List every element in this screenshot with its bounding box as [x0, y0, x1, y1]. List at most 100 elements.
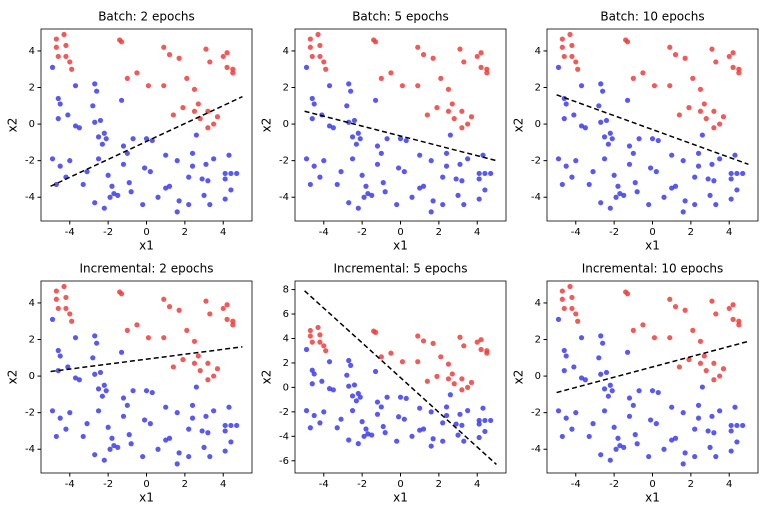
- point: [707, 192, 713, 198]
- point: [92, 81, 98, 87]
- y-tick-label: 2: [283, 83, 289, 94]
- point: [440, 420, 446, 426]
- point: [459, 108, 465, 114]
- x-tick-label: 0: [649, 227, 655, 238]
- point: [600, 340, 606, 346]
- point: [57, 415, 63, 421]
- point: [63, 53, 69, 60]
- point: [476, 196, 482, 202]
- point: [613, 446, 619, 452]
- point: [315, 31, 321, 38]
- point: [65, 112, 71, 118]
- point: [476, 170, 482, 177]
- point: [107, 194, 113, 200]
- point: [672, 183, 679, 189]
- point: [399, 83, 406, 89]
- point: [397, 136, 404, 142]
- plot-area: [49, 31, 243, 215]
- point: [484, 66, 490, 72]
- title: Batch: 2 epochs: [98, 10, 195, 24]
- point: [176, 55, 182, 61]
- point: [53, 288, 59, 294]
- point: [363, 426, 369, 432]
- point: [697, 86, 704, 92]
- point: [63, 294, 69, 301]
- point: [555, 316, 562, 322]
- point: [63, 426, 69, 432]
- point: [476, 417, 482, 424]
- point: [636, 136, 642, 142]
- point: [380, 423, 386, 430]
- point: [184, 75, 190, 81]
- point: [573, 410, 579, 416]
- y-tick-label: 0: [29, 119, 35, 130]
- point: [459, 376, 465, 382]
- y-tick-label: -2: [25, 156, 35, 167]
- y-tick-label: 2: [535, 335, 541, 346]
- point: [317, 42, 323, 49]
- point: [55, 116, 61, 122]
- point: [680, 209, 686, 215]
- point: [186, 426, 192, 432]
- point: [355, 130, 361, 136]
- y-tick-label: 0: [29, 371, 35, 382]
- axis-label: x2: [6, 370, 20, 385]
- point: [401, 416, 407, 422]
- point: [228, 170, 234, 177]
- point: [640, 322, 646, 328]
- point: [428, 409, 434, 415]
- point: [174, 209, 180, 215]
- point: [309, 116, 315, 122]
- x-tick-label: -4: [65, 227, 75, 238]
- point: [682, 198, 688, 204]
- y-tick-label: 4: [283, 333, 289, 344]
- point: [682, 55, 688, 61]
- point: [474, 339, 480, 345]
- point: [634, 189, 640, 195]
- point: [605, 141, 611, 147]
- point: [730, 316, 736, 322]
- point: [311, 101, 317, 107]
- x-tick-label: -4: [571, 479, 581, 490]
- point: [211, 156, 217, 162]
- point: [369, 432, 375, 438]
- y-tick-label: 2: [535, 83, 541, 94]
- x-tick-label: 0: [143, 227, 149, 238]
- point: [636, 388, 642, 394]
- point: [120, 395, 127, 401]
- point: [317, 174, 323, 180]
- point: [307, 44, 313, 50]
- point: [399, 359, 406, 365]
- frame: [40, 280, 253, 474]
- point: [443, 412, 450, 419]
- point: [461, 201, 467, 208]
- point: [69, 66, 75, 72]
- point: [626, 161, 633, 167]
- point: [559, 288, 565, 294]
- point: [430, 55, 436, 61]
- point: [474, 53, 480, 60]
- point: [488, 170, 494, 177]
- point: [230, 322, 236, 328]
- point: [626, 395, 633, 401]
- point: [598, 119, 604, 125]
- y-tick-label: 8: [283, 285, 289, 296]
- point: [207, 201, 213, 208]
- point: [374, 143, 381, 149]
- point: [224, 302, 230, 308]
- point: [555, 64, 562, 70]
- point: [161, 44, 167, 50]
- point: [561, 53, 567, 60]
- point: [126, 432, 132, 438]
- y-tick-label: -2: [531, 156, 541, 167]
- point: [634, 441, 640, 447]
- point: [440, 174, 446, 180]
- point: [55, 305, 61, 312]
- y-tick-label: 0: [535, 371, 541, 382]
- point: [409, 433, 415, 439]
- point: [713, 59, 719, 65]
- point: [647, 165, 654, 171]
- point: [705, 176, 711, 182]
- point: [563, 101, 569, 107]
- point: [555, 408, 562, 414]
